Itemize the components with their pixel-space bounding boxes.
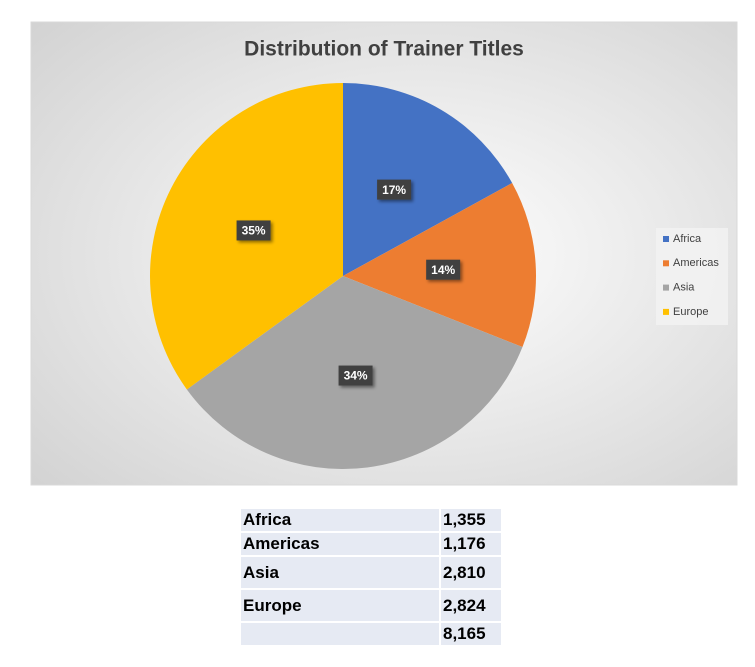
data-label-box xyxy=(236,220,271,241)
region-cell: Africa xyxy=(241,509,439,531)
chart: Distribution of Trainer Titles 17% 14% 34%… xyxy=(30,21,738,486)
table-row: Americas 1,176 xyxy=(241,533,501,555)
data-label: 35% xyxy=(242,224,266,238)
data-label-box xyxy=(377,179,412,200)
total-row: 8,165 xyxy=(241,623,501,645)
count-cell: 1,176 xyxy=(441,533,501,555)
region-cell: Asia xyxy=(241,557,439,588)
legend-swatch xyxy=(663,308,669,315)
legend xyxy=(656,228,728,325)
table-row: Europe 2,824 xyxy=(241,590,501,621)
data-label: 17% xyxy=(382,183,406,197)
legend-label: Asia xyxy=(673,282,695,294)
legend-swatch xyxy=(663,260,669,267)
data-label-box xyxy=(426,259,461,280)
data-label: 34% xyxy=(344,369,368,383)
count-cell: 2,824 xyxy=(441,590,501,621)
region-cell: Europe xyxy=(241,590,439,621)
chart-title: Distribution of Trainer Titles xyxy=(244,38,524,61)
data-table: Africa 1,355 Americas 1,176 Asia 2,810 Europe 2… xyxy=(239,507,503,647)
legend-label: Americas xyxy=(673,257,719,269)
count-cell: 2,810 xyxy=(441,557,501,588)
empty-cell xyxy=(241,623,439,645)
legend-label: Africa xyxy=(673,233,702,245)
legend-label: Europe xyxy=(673,306,708,318)
pie-slice xyxy=(343,83,513,276)
data-label: 14% xyxy=(431,263,455,277)
data-label-box xyxy=(338,365,373,386)
count-cell: 1,355 xyxy=(441,509,501,531)
legend-swatch xyxy=(663,236,669,242)
total-cell: 8,165 xyxy=(441,623,501,645)
legend-swatch xyxy=(663,284,669,291)
table-row: Africa 1,355 xyxy=(241,509,501,531)
table-row: Asia 2,810 xyxy=(241,557,501,588)
region-cell: Americas xyxy=(241,533,439,555)
